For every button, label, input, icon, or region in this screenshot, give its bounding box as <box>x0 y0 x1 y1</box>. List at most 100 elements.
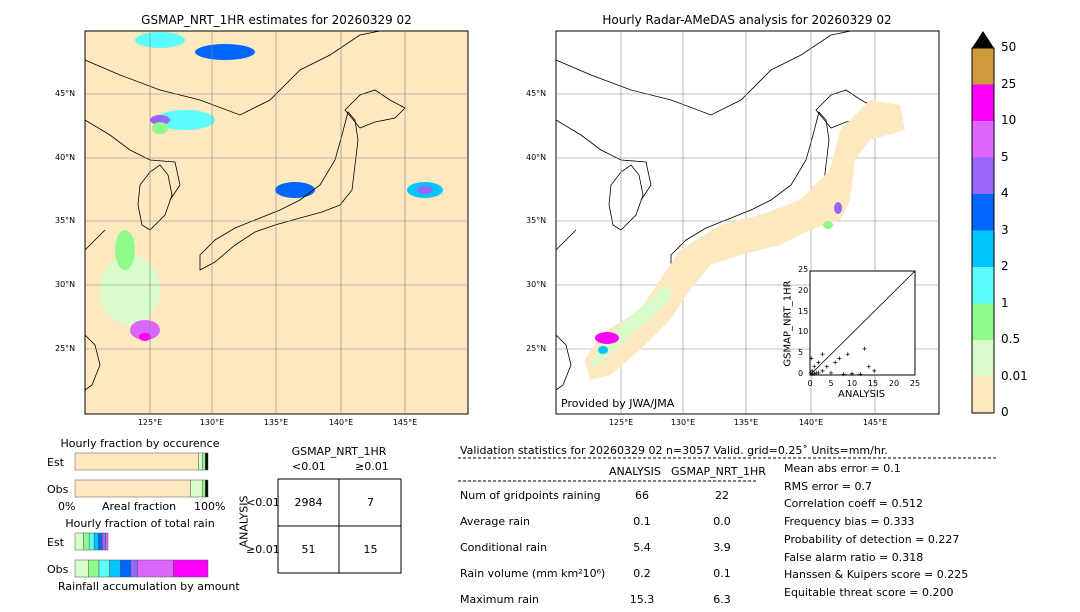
colorbar-segment <box>972 121 994 158</box>
left-coastline <box>137 164 173 231</box>
rain-obs-bar <box>130 559 138 578</box>
colorbar-segment <box>972 48 994 85</box>
left-lon-tick: 125°E <box>137 418 163 427</box>
stats-row-g: 22 <box>715 489 729 502</box>
stats-col-analysis: ANALYSIS <box>609 465 661 478</box>
scatter-point <box>845 352 850 357</box>
left-lat-tick: 40°N <box>55 153 76 162</box>
colorbar-segment <box>972 376 994 413</box>
rain-obs-bar <box>98 559 110 578</box>
scatter-point <box>814 370 819 375</box>
occurrence-est-bar <box>198 452 203 471</box>
colorbar-label: 50 <box>1001 40 1017 54</box>
right-lat-tick: 40°N <box>526 153 547 162</box>
occ-xmin: 0% <box>58 500 76 513</box>
right-taiwan-coast <box>555 334 572 391</box>
left-rain-area <box>275 182 315 198</box>
score-line: False alarm ratio = 0.318 <box>784 550 924 564</box>
right-lon-tick: 135°E <box>733 418 759 427</box>
occurrence-est-bar <box>205 452 209 471</box>
left-rain-area <box>155 110 215 130</box>
left-lon-tick: 130°E <box>199 418 225 427</box>
cell-0-0: 2984 <box>294 496 323 509</box>
occurrence-est-bar <box>202 452 206 471</box>
left-rain-area <box>150 115 170 125</box>
colorbar-label: 25 <box>1001 76 1017 91</box>
scatter-y-tick: 0 <box>798 369 804 378</box>
left-rain-area <box>135 32 185 48</box>
colorbar-label: 1 <box>1001 295 1009 310</box>
colorbar-segment <box>972 157 994 194</box>
left-rain-area <box>115 230 135 270</box>
rain-obs-bar <box>173 559 209 578</box>
rain-est-bar <box>105 532 109 551</box>
stats-col-gsmap: GSMAP_NRT_1HR <box>671 465 766 478</box>
right-lon-tick: 140°E <box>798 418 824 427</box>
left-lon-tick: 140°E <box>328 418 354 427</box>
score-line: Frequency bias = 0.333 <box>784 515 915 529</box>
stats-row-a: 66 <box>635 489 649 502</box>
colorbar-segment <box>972 194 994 231</box>
stats-row-g: 0.1 <box>713 567 731 580</box>
colorbar-label: 0.5 <box>1001 332 1021 346</box>
colorbar-segment <box>972 230 994 267</box>
stats-row-a: 5.4 <box>633 541 651 554</box>
scatter-point <box>841 372 846 377</box>
cell-0-1: 7 <box>367 496 374 509</box>
stats-row-label: Conditional rain <box>460 541 548 554</box>
score-line: Equitable threat score = 0.200 <box>784 585 954 599</box>
contingency-col-0: <0.01 <box>292 460 326 473</box>
rain-obs-bar <box>109 559 121 578</box>
cell-1-1: 15 <box>363 543 378 556</box>
colorbar-segment <box>972 267 994 304</box>
left-taiwan-coast <box>84 334 101 391</box>
right-rain-area <box>834 202 842 214</box>
credit-text: Provided by JWA/JMA <box>561 397 675 410</box>
scatter-point <box>850 371 854 376</box>
rain-obs-bar <box>137 559 174 578</box>
stats-row-a: 0.2 <box>633 567 651 580</box>
scatter-point <box>866 364 871 369</box>
stats-row-label: Average rain <box>460 515 530 528</box>
right-rain-area <box>598 346 608 354</box>
left-rain-area <box>100 255 160 325</box>
right-lat-tick: 45°N <box>526 89 547 98</box>
left-rain-area <box>139 333 151 341</box>
scatter-x-tick: 10 <box>846 379 858 388</box>
colorbar-segment <box>972 84 994 121</box>
right-coastline <box>608 164 644 231</box>
scatter-x-tick: 20 <box>888 379 900 388</box>
colorbar-label: 10 <box>1001 113 1017 127</box>
cell-1-0: 51 <box>301 543 316 556</box>
scatter-point <box>872 368 877 373</box>
left-map-title: GSMAP_NRT_1HR estimates for 20260329 02 <box>141 13 412 27</box>
rain-obs-bar <box>74 559 89 578</box>
score-line: Mean abs error = 0.1 <box>784 462 901 475</box>
right-rain-area <box>823 221 833 229</box>
colorbar-label: 2 <box>1001 259 1009 273</box>
right-lat-tick: 25°N <box>526 344 547 353</box>
occ-obs-label: Obs <box>47 483 69 496</box>
left-coastline <box>199 111 359 271</box>
left-lat-tick: 45°N <box>55 89 76 98</box>
left-lat-tick: 30°N <box>55 280 76 289</box>
scatter-point <box>809 356 814 361</box>
scatter-y-tick: 25 <box>798 265 809 274</box>
scatter-y-tick: 20 <box>798 285 809 295</box>
rain-obs-label: Obs <box>47 563 69 576</box>
scatter-x-tick: 5 <box>828 379 834 388</box>
rain-est-bar <box>93 532 99 551</box>
scatter-point <box>833 360 838 365</box>
left-rain-area <box>417 186 433 194</box>
stats-row-label: Rain volume (mm km²10⁶) <box>460 567 606 580</box>
scatter-point <box>820 368 825 373</box>
occurrence-obs-bar <box>190 479 203 498</box>
scatter-y-tick: 5 <box>798 348 804 358</box>
scatter-y-tick: 10 <box>798 327 809 337</box>
colorbar-label: 5 <box>1001 149 1009 164</box>
occurrence-obs-bar <box>74 479 191 498</box>
rain-est-bar <box>83 532 90 551</box>
occurrence-title: Hourly fraction by occurence <box>60 437 220 450</box>
scatter-diagonal <box>809 270 916 376</box>
